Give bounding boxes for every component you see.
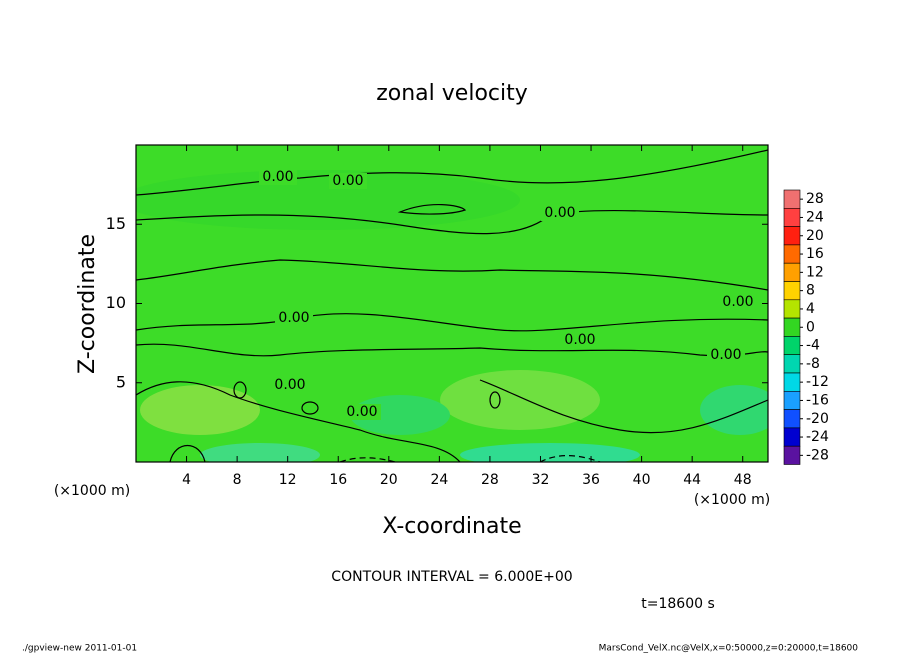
contour-interval: CONTOUR INTERVAL = 6.000E+00 [331, 569, 572, 585]
contour-label-bg [329, 173, 367, 189]
contour-label-bg [275, 310, 313, 326]
footer-right: MarsCond_VelX.nc@VelX,x=0:50000,z=0:2000… [599, 644, 859, 654]
colorbar-box [783, 226, 801, 246]
colorbar-box [783, 189, 801, 209]
colorbar-box [783, 409, 801, 429]
footer-left: ./gpview-new 2011-01-01 [22, 644, 137, 654]
contour-label-bg [719, 294, 757, 310]
contour-label: 0.00 [564, 332, 595, 348]
x-tick-label: 36 [582, 472, 600, 488]
x-tick-label: 48 [734, 472, 752, 488]
colorbar-label: 28 [806, 191, 824, 207]
y-axis-label: Z-coordinate [75, 234, 100, 374]
chart-title: zonal velocity [376, 81, 528, 106]
colorbar-label: 8 [806, 283, 815, 299]
x-tick-label: 44 [683, 472, 701, 488]
y-tick-label: 10 [106, 293, 126, 312]
contour-label: 0.00 [544, 205, 575, 221]
y-unit: (×1000 m) [54, 483, 130, 499]
colorbar-box [783, 299, 801, 319]
colorbar-box [783, 354, 801, 374]
colorbar-label: -20 [806, 411, 829, 427]
contour-label: 0.00 [710, 347, 741, 363]
x-tick-label: 24 [430, 472, 448, 488]
colorbar-box [783, 336, 801, 355]
x-tick-label: 20 [380, 472, 398, 488]
colorbar-box [783, 262, 801, 282]
x-tick-label: 12 [279, 472, 297, 488]
contour-label: 0.00 [262, 169, 293, 185]
contour-label: 0.00 [722, 294, 753, 310]
x-unit: (×1000 m) [694, 492, 770, 508]
y-tick-label: 15 [106, 214, 126, 233]
x-tick-label: 32 [532, 472, 550, 488]
contour-label-bg [343, 404, 381, 420]
x-tick-label: 16 [329, 472, 347, 488]
contour-field [136, 145, 768, 462]
contour-label-bg [707, 347, 745, 363]
x-tick-label: 4 [182, 472, 191, 488]
contour-label-bg [271, 377, 309, 393]
contour-label: 0.00 [278, 310, 309, 326]
colorbar-box [783, 281, 801, 301]
contour-label: 0.00 [274, 377, 305, 393]
x-tick-label: 40 [633, 472, 651, 488]
colorbar-box [783, 445, 801, 465]
contour-label-bg [541, 205, 579, 221]
colorbar-label: -12 [806, 374, 829, 390]
colorbar-label: -4 [806, 338, 820, 354]
y-tick-label: 5 [116, 372, 126, 391]
colorbar-label: 16 [806, 246, 824, 262]
colorbar-label: 12 [806, 264, 824, 280]
colorbar-label: 20 [806, 228, 824, 244]
colorbar-box [783, 317, 801, 337]
colorbar-label: -28 [806, 447, 829, 463]
x-tick-label: 28 [481, 472, 499, 488]
colorbar-label: 0 [806, 319, 815, 335]
contour-label: 0.00 [346, 404, 377, 420]
colorbar-label: -16 [806, 392, 829, 408]
colorbar-box [783, 390, 801, 410]
colorbar-box [783, 244, 801, 264]
time-label: t=18600 s [641, 596, 715, 612]
contour-label-bg [561, 332, 599, 348]
x-axis-label: X-coordinate [382, 514, 521, 539]
colorbar-box [783, 372, 801, 392]
colorbar-label: -8 [806, 356, 820, 372]
colorbar-label: 24 [806, 209, 824, 225]
colorbar-label: -24 [806, 429, 829, 445]
colorbar-label: 4 [806, 301, 815, 317]
x-tick-label: 8 [233, 472, 242, 488]
contour-label: 0.00 [332, 173, 363, 189]
colorbar-box [783, 427, 801, 447]
contour-label-bg [259, 169, 297, 185]
colorbar-box [783, 208, 801, 227]
